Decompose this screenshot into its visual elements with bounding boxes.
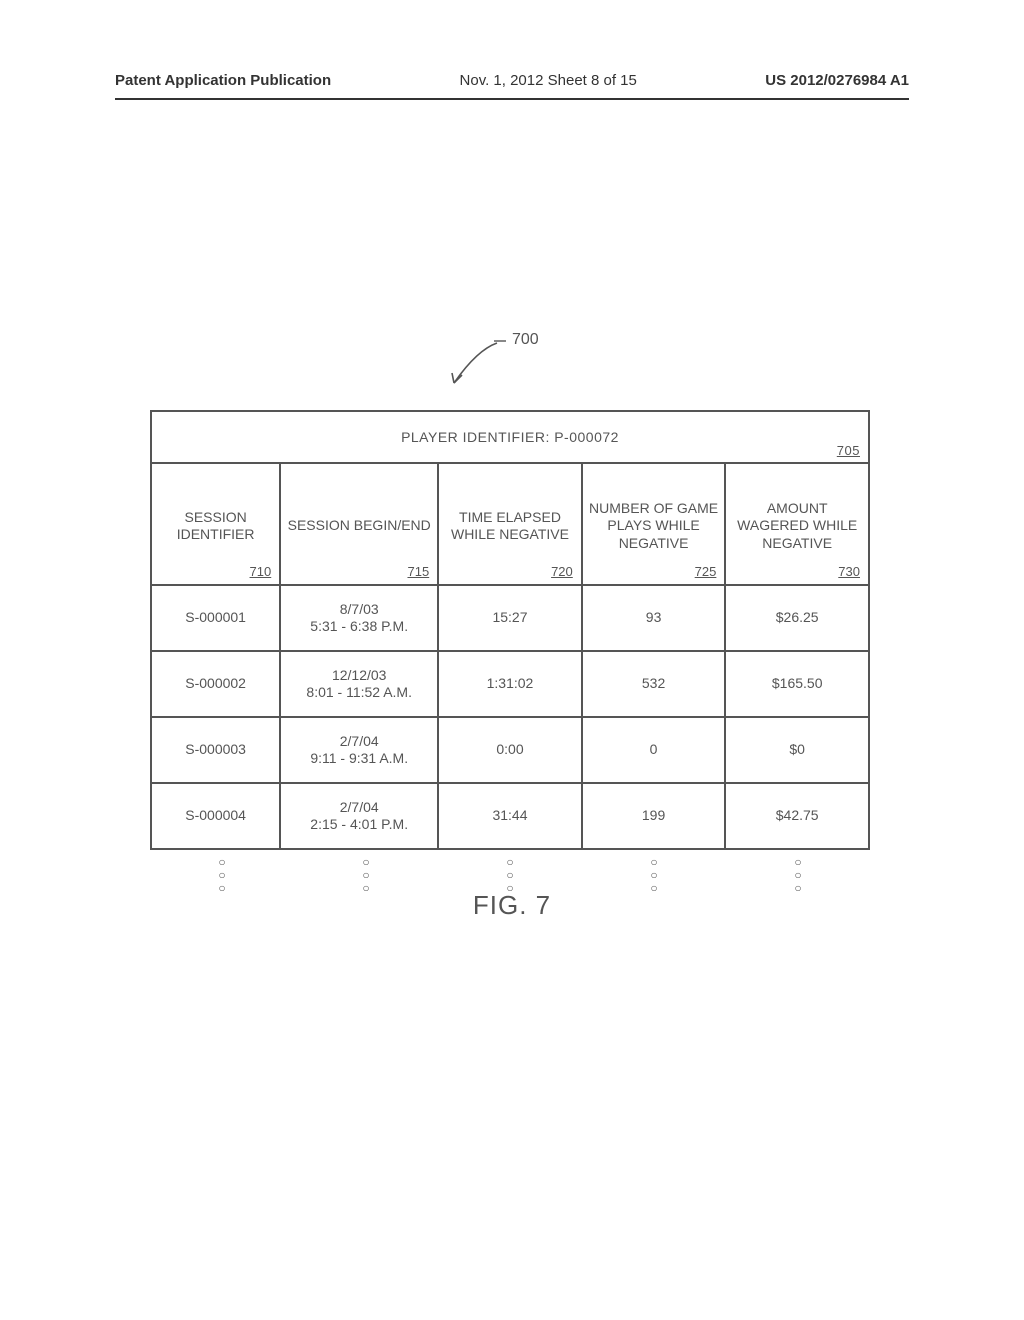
table-row: S-000003 2/7/049:11 - 9:31 A.M. 0:00 0 $… <box>151 717 869 783</box>
header-rule <box>115 98 909 100</box>
table-row: S-000004 2/7/042:15 - 4:01 P.M. 31:44 19… <box>151 783 869 849</box>
colhead-label: AMOUNT WAGERED WHILE NEGATIVE <box>728 500 866 553</box>
page: Patent Application Publication Nov. 1, 2… <box>0 0 1024 1320</box>
colhead-ref: 725 <box>695 564 717 580</box>
cell-amount: $165.50 <box>725 651 869 717</box>
figure-caption: FIG. 7 <box>0 890 1024 921</box>
cell-session-id: S-000003 <box>151 717 280 783</box>
table-row: S-000001 8/7/035:31 - 6:38 P.M. 15:27 93… <box>151 585 869 651</box>
colhead-label: NUMBER OF GAME PLAYS WHILE NEGATIVE <box>585 500 723 553</box>
colhead-session-beginend: SESSION BEGIN/END 715 <box>280 463 438 585</box>
cell-beginend: 2/7/049:11 - 9:31 A.M. <box>280 717 438 783</box>
page-header: Patent Application Publication Nov. 1, 2… <box>115 72 909 89</box>
cell-beginend: 8/7/035:31 - 6:38 P.M. <box>280 585 438 651</box>
header-mid: Nov. 1, 2012 Sheet 8 of 15 <box>460 72 637 89</box>
cell-elapsed: 31:44 <box>438 783 582 849</box>
cell-session-id: S-000004 <box>151 783 280 849</box>
cell-plays: 199 <box>582 783 726 849</box>
colhead-session-id: SESSION IDENTIFIER 710 <box>151 463 280 585</box>
cell-amount: $26.25 <box>725 585 869 651</box>
colhead-ref: 720 <box>551 564 573 580</box>
colhead-num-plays: NUMBER OF GAME PLAYS WHILE NEGATIVE 725 <box>582 463 726 585</box>
cell-plays: 0 <box>582 717 726 783</box>
cell-elapsed: 0:00 <box>438 717 582 783</box>
table-title-ref: 705 <box>837 443 860 458</box>
cell-session-id: S-000001 <box>151 585 280 651</box>
colhead-ref: 710 <box>250 564 272 580</box>
figure-7: PLAYER IDENTIFIER: P-000072 705 SESSION … <box>150 410 870 896</box>
colhead-amount-wagered: AMOUNT WAGERED WHILE NEGATIVE 730 <box>725 463 869 585</box>
cell-plays: 93 <box>582 585 726 651</box>
callout-700: 700 <box>442 335 562 395</box>
table-body: S-000001 8/7/035:31 - 6:38 P.M. 15:27 93… <box>151 585 869 849</box>
cell-elapsed: 1:31:02 <box>438 651 582 717</box>
session-table: PLAYER IDENTIFIER: P-000072 705 SESSION … <box>150 410 870 850</box>
callout-label: 700 <box>512 331 539 349</box>
cell-elapsed: 15:27 <box>438 585 582 651</box>
colhead-label: SESSION IDENTIFIER <box>154 509 277 544</box>
colhead-label: SESSION BEGIN/END <box>283 517 435 535</box>
cell-beginend: 2/7/042:15 - 4:01 P.M. <box>280 783 438 849</box>
table-header-row: SESSION IDENTIFIER 710 SESSION BEGIN/END… <box>151 463 869 585</box>
table-title-cell: PLAYER IDENTIFIER: P-000072 705 <box>151 411 869 463</box>
cell-amount: $42.75 <box>725 783 869 849</box>
header-left: Patent Application Publication <box>115 72 331 89</box>
cell-plays: 532 <box>582 651 726 717</box>
cell-beginend: 12/12/038:01 - 11:52 A.M. <box>280 651 438 717</box>
cell-amount: $0 <box>725 717 869 783</box>
colhead-ref: 715 <box>407 564 429 580</box>
cell-session-id: S-000002 <box>151 651 280 717</box>
colhead-label: TIME ELAPSED WHILE NEGATIVE <box>441 509 579 544</box>
colhead-ref: 730 <box>838 564 860 580</box>
table-title: PLAYER IDENTIFIER: P-000072 <box>401 429 619 445</box>
table-row: S-000002 12/12/038:01 - 11:52 A.M. 1:31:… <box>151 651 869 717</box>
colhead-time-elapsed: TIME ELAPSED WHILE NEGATIVE 720 <box>438 463 582 585</box>
header-right: US 2012/0276984 A1 <box>765 72 909 89</box>
